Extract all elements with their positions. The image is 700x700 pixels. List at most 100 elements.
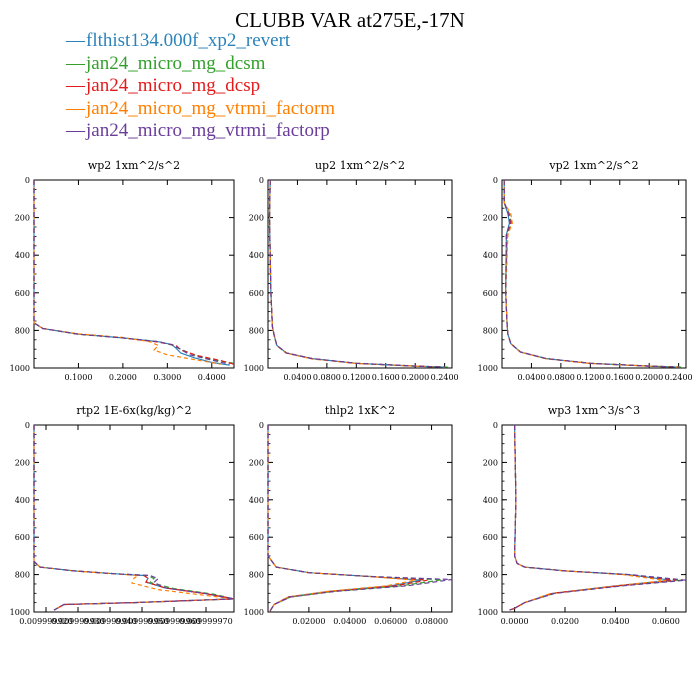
x-tick-label: 0.2000 [109, 373, 137, 382]
y-tick-label: 0 [259, 176, 264, 185]
x-tick-label: 0.0400 [601, 617, 629, 626]
plot-frame [267, 179, 453, 369]
y-tick-label: 0 [25, 176, 30, 185]
x-tick-label: 0.2400 [665, 373, 693, 382]
y-tick-label: 1000 [10, 364, 30, 373]
plot-frame [267, 424, 453, 613]
x-tick-label: 0.1600 [372, 373, 400, 382]
x-tick-label: 0.04000 [333, 617, 366, 626]
y-tick-label: 0 [259, 421, 264, 430]
x-tick-label: 0.009999970 [179, 617, 232, 626]
legend: —flthist134.000f_xp2_revert —jan24_micro… [66, 30, 335, 143]
legend-label: jan24_micro_mg_vtrmi_factorm [86, 97, 336, 119]
x-tick-label: 0.2000 [401, 373, 429, 382]
y-tick-label: 800 [483, 571, 498, 580]
x-tick-label: 0.0800 [313, 373, 341, 382]
y-tick-label: 600 [483, 289, 498, 298]
x-tick-label: 0.0000 [501, 617, 529, 626]
x-tick-label: 0.009999960 [147, 617, 200, 626]
x-tick-label: 0.02000 [292, 617, 325, 626]
chart-panel: rtp2 1E-6x(kg/kg)^2020040060080010000.00… [10, 404, 235, 626]
series-line [503, 180, 679, 368]
legend-item: —jan24_micro_mg_vtrmi_factorm [66, 98, 335, 121]
y-tick-label: 400 [15, 251, 30, 260]
chart-panel: up2 1xm^2/s^2 0 200 400 600 800 1000 0.0400 0.08… [244, 159, 459, 382]
y-tick-label: 400 [483, 251, 498, 260]
x-tick-label: 0.009999920 [19, 617, 72, 626]
x-tick-label: 0.0600 [652, 617, 680, 626]
y-tick-label: 200 [483, 214, 498, 223]
chart-panel: wp2 1xm^2/s^2 0 200 400 600 800 1000 0.1000 0.20… [10, 159, 235, 382]
series-line [33, 425, 235, 611]
y-tick-label: 400 [15, 496, 30, 505]
y-tick-label: 1000 [10, 608, 30, 617]
legend-item: —jan24_micro_mg_dcsm [66, 53, 335, 76]
y-tick-label: 800 [483, 326, 498, 335]
x-tick-label: 0.0400 [517, 373, 545, 382]
series-line [503, 180, 679, 368]
series-line [267, 425, 416, 612]
x-tick-label: 0.009999930 [51, 617, 104, 626]
x-tick-label: 0.0400 [283, 373, 311, 382]
x-tick-label: 0.4000 [198, 373, 226, 382]
y-tick-label: 800 [15, 571, 30, 580]
y-tick-label: 200 [249, 458, 264, 467]
x-tick-label: 0.3000 [153, 373, 181, 382]
y-tick-label: 0 [493, 176, 498, 185]
y-tick-label: 1000 [244, 608, 264, 617]
series-line [268, 179, 449, 368]
y-tick-label: 800 [249, 326, 264, 335]
x-tick-label: 0.2000 [635, 373, 663, 382]
series-line [268, 179, 445, 368]
x-tick-label: 0.009999940 [83, 617, 136, 626]
y-tick-label: 200 [15, 214, 30, 223]
series-line [503, 180, 679, 368]
x-tick-label: 0.0800 [547, 373, 575, 382]
legend-item: —jan24_micro_mg_dcsp [66, 75, 335, 98]
legend-label: jan24_micro_mg_dcsm [86, 52, 266, 74]
figure-title: CLUBB VAR at275E,-17N [235, 8, 465, 32]
legend-swatch: — [66, 52, 85, 74]
x-tick-label: 0.06000 [374, 617, 407, 626]
series-line [503, 180, 679, 368]
legend-item: —flthist134.000f_xp2_revert [66, 30, 335, 53]
x-tick-label: 0.0200 [551, 617, 579, 626]
x-tick-label: 0.08000 [415, 617, 448, 626]
series-line [503, 180, 683, 368]
y-tick-label: 400 [249, 496, 264, 505]
x-tick-label: 0.1200 [576, 373, 604, 382]
legend-label: jan24_micro_mg_vtrmi_factorp [86, 120, 330, 141]
series-line [509, 424, 687, 611]
panel-title: wp2 1xm^2/s^2 [88, 159, 180, 172]
plot-frame [501, 179, 687, 369]
series-line [33, 180, 221, 365]
y-tick-label: 0 [25, 421, 30, 430]
y-tick-label: 0 [493, 421, 498, 430]
y-tick-label: 1000 [244, 364, 264, 373]
legend-swatch: — [66, 97, 85, 119]
y-tick-label: 600 [15, 533, 30, 542]
legend-swatch: — [66, 30, 85, 51]
series-line [33, 425, 235, 611]
series-line [33, 425, 235, 611]
series-line [268, 179, 445, 368]
legend-label: jan24_micro_mg_dcsp [86, 75, 261, 96]
x-tick-label: 0.1200 [342, 373, 370, 382]
legend-swatch: — [66, 75, 85, 96]
series-line [509, 424, 666, 611]
y-tick-label: 400 [249, 251, 264, 260]
panel-title: thlp2 1xK^2 [325, 404, 395, 417]
x-tick-label: 0.009999950 [115, 617, 168, 626]
chart-panel: thlp2 1xK^2 0 200 400 600 800 1000 0.02000 0.040… [244, 404, 453, 626]
panel-title: rtp2 1E-6x(kg/kg)^2 [76, 404, 191, 417]
panel-title: wp3 1xm^3/s^3 [548, 404, 640, 417]
plot-frame [501, 424, 687, 613]
series-line [267, 425, 453, 612]
y-tick-label: 1000 [478, 364, 498, 373]
x-tick-label: 0.2400 [431, 373, 459, 382]
y-tick-label: 600 [249, 533, 264, 542]
panel-title: vp2 1xm^2/s^2 [548, 159, 638, 172]
series-line [33, 180, 235, 364]
